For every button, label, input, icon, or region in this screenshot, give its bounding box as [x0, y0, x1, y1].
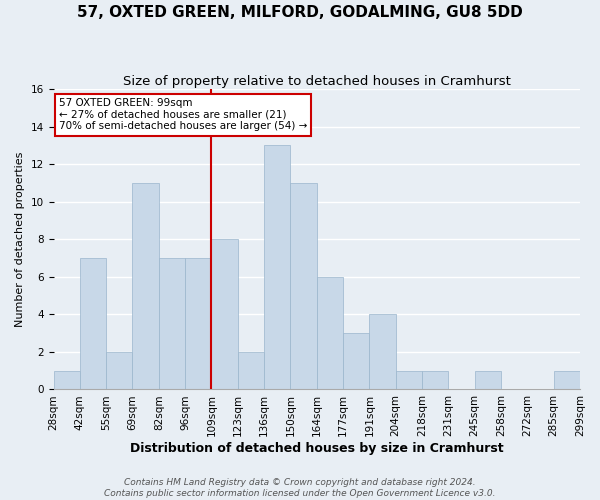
Bar — [422, 370, 448, 390]
Bar — [185, 258, 211, 390]
Bar — [475, 370, 501, 390]
Text: 57, OXTED GREEN, MILFORD, GODALMING, GU8 5DD: 57, OXTED GREEN, MILFORD, GODALMING, GU8… — [77, 5, 523, 20]
Title: Size of property relative to detached houses in Cramhurst: Size of property relative to detached ho… — [123, 75, 511, 88]
Bar — [396, 370, 422, 390]
Bar — [290, 183, 317, 390]
Y-axis label: Number of detached properties: Number of detached properties — [15, 152, 25, 327]
Bar — [80, 258, 106, 390]
Bar — [211, 240, 238, 390]
Text: Contains HM Land Registry data © Crown copyright and database right 2024.
Contai: Contains HM Land Registry data © Crown c… — [104, 478, 496, 498]
Bar — [133, 183, 159, 390]
Text: 57 OXTED GREEN: 99sqm
← 27% of detached houses are smaller (21)
70% of semi-deta: 57 OXTED GREEN: 99sqm ← 27% of detached … — [59, 98, 307, 132]
Bar — [53, 370, 80, 390]
Bar — [343, 333, 370, 390]
Bar — [554, 370, 580, 390]
Bar — [370, 314, 396, 390]
Bar — [317, 277, 343, 390]
Bar — [106, 352, 133, 390]
Bar — [238, 352, 264, 390]
Bar — [159, 258, 185, 390]
Bar — [264, 146, 290, 390]
X-axis label: Distribution of detached houses by size in Cramhurst: Distribution of detached houses by size … — [130, 442, 503, 455]
